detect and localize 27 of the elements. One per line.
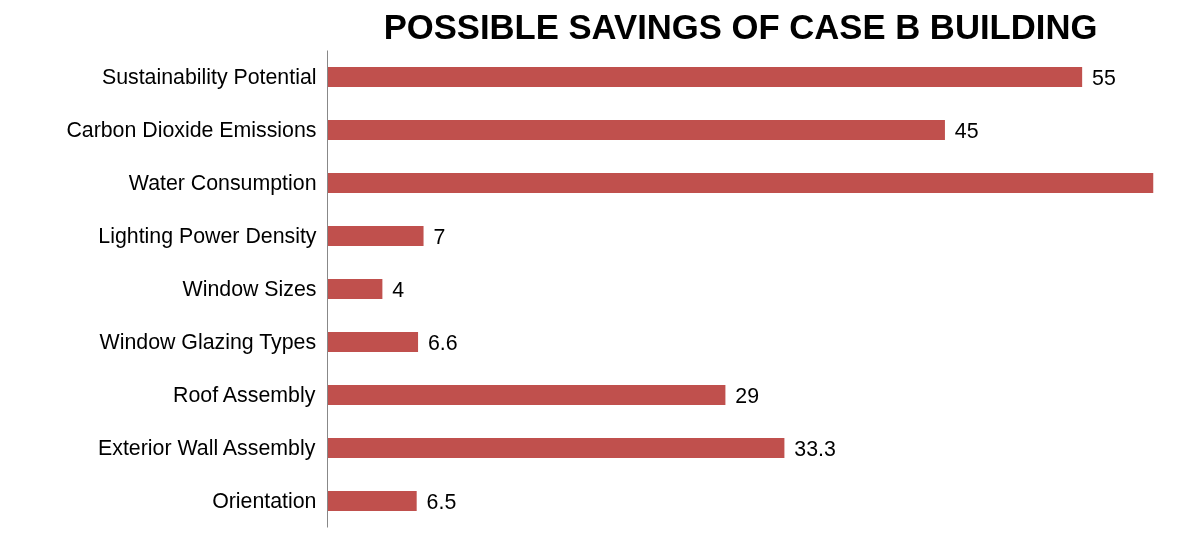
data-label: 6.5: [426, 489, 457, 514]
y-tick-label: Sustainability Potential: [101, 65, 317, 89]
bar: [327, 225, 424, 247]
bar: [327, 331, 419, 353]
data-label: 6.6: [427, 330, 458, 355]
y-tick-label: Water Consumption: [128, 171, 317, 195]
y-tick-label: Orientation: [212, 489, 317, 513]
y-tick-label: Roof Assembly: [173, 383, 316, 407]
bar: [327, 384, 726, 406]
data-label: 29: [735, 383, 760, 408]
data-label: 7: [433, 224, 446, 249]
bar: [327, 66, 1083, 88]
y-tick-label: Window Glazing Types: [99, 330, 317, 354]
data-label: 33.3: [794, 436, 836, 461]
bar: [327, 278, 383, 300]
data-label: 45: [954, 118, 979, 143]
y-tick-label: Lighting Power Density: [98, 224, 317, 248]
y-tick-label: Carbon Dioxide Emissions: [66, 118, 317, 142]
data-label: 4: [392, 277, 405, 302]
data-label: 55: [1092, 65, 1116, 90]
bar: [327, 119, 945, 141]
bar: [327, 490, 417, 512]
chart-title: POSSIBLE SAVINGS OF CASE B BUILDING: [383, 7, 1098, 46]
y-tick-label: Window Sizes: [182, 277, 317, 301]
bar: [327, 437, 785, 459]
y-tick-label: Exterior Wall Assembly: [98, 436, 316, 460]
bar: [327, 172, 1154, 194]
